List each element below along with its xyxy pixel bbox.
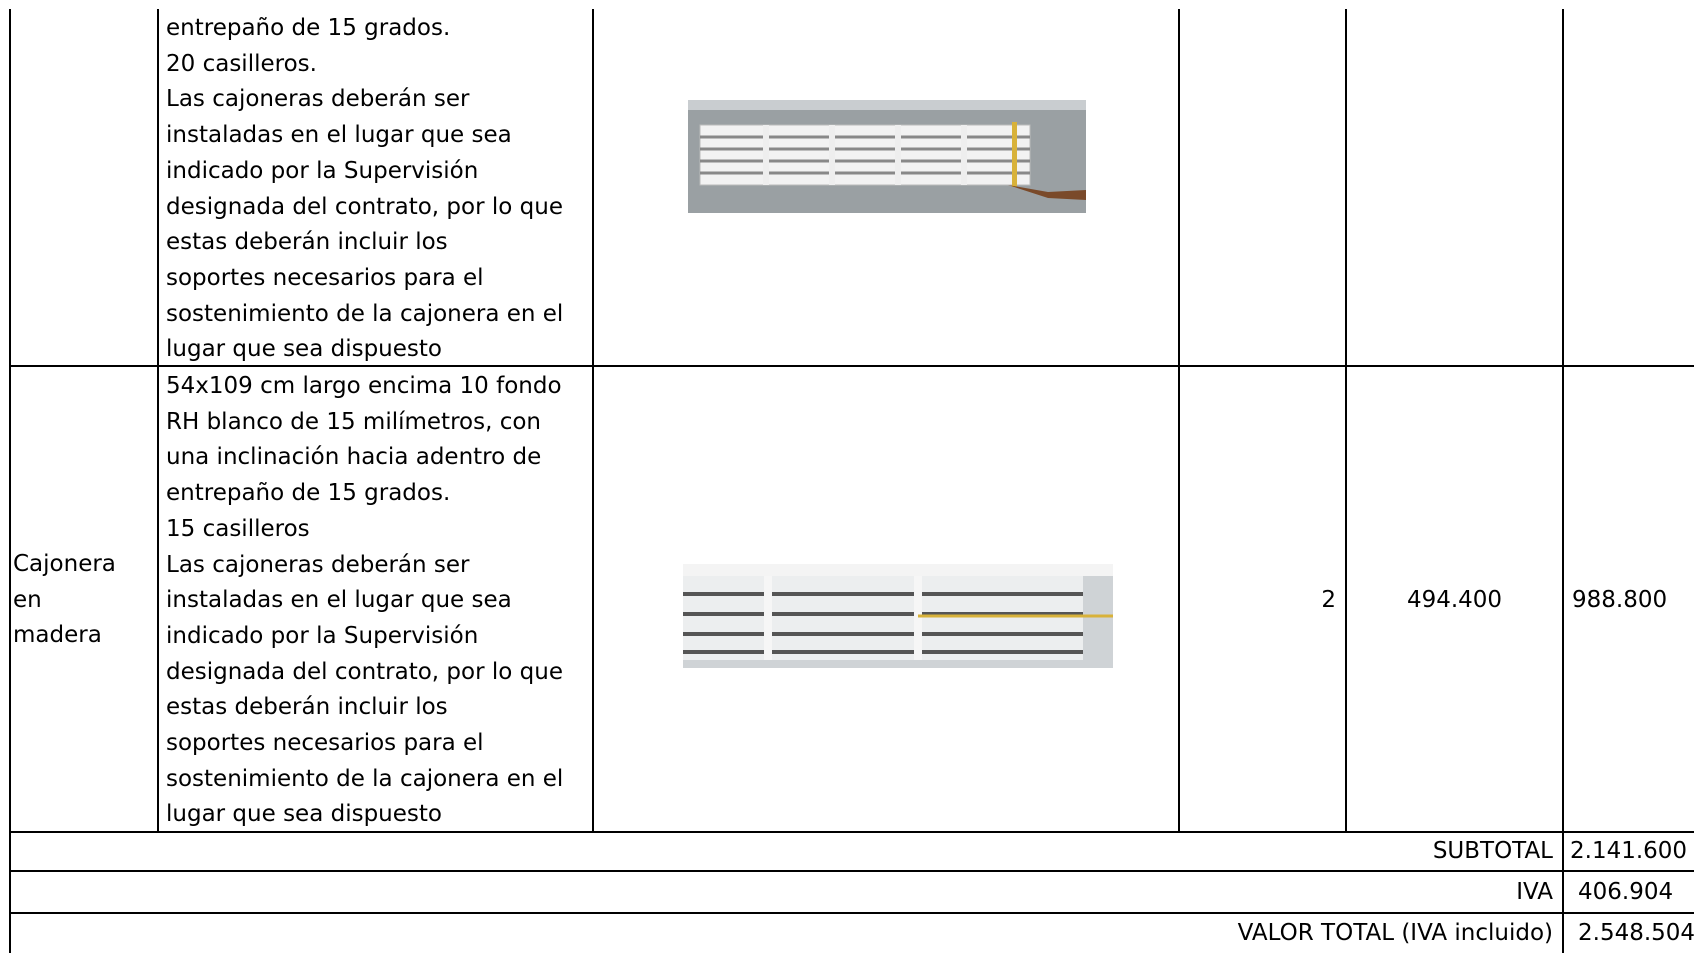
description-line: RH blanco de 15 milímetros, con xyxy=(166,408,541,435)
description-line: indicado por la Supervisión xyxy=(166,622,479,649)
description-line: sostenimiento de la cajonera en el xyxy=(166,765,564,792)
description-line: entrepaño de 15 grados. xyxy=(166,480,451,507)
description-line: entrepaño de 15 grados. xyxy=(166,15,451,41)
quantity: 2 xyxy=(1321,587,1336,613)
description-line: lugar que sea dispuesto xyxy=(166,801,442,828)
description-line: lugar que sea dispuesto xyxy=(166,336,442,363)
border xyxy=(592,9,594,832)
description-line: instaladas en el lugar que sea xyxy=(166,122,512,149)
product-image xyxy=(688,100,1086,213)
border xyxy=(9,9,11,953)
border xyxy=(9,365,1694,367)
summary-value: 2.548.504 xyxy=(1578,920,1694,946)
description-line: 54x109 cm largo encima 10 fondo xyxy=(166,373,562,399)
summary-value: 406.904 xyxy=(1578,879,1674,905)
description-line: instaladas en el lugar que sea xyxy=(166,587,512,614)
item-name: Cajonera xyxy=(13,551,116,577)
border xyxy=(157,9,159,832)
description-line: estas deberán incluir los xyxy=(166,694,448,721)
border xyxy=(1345,9,1347,832)
summary-label: SUBTOTAL xyxy=(1432,838,1553,864)
description-line: una inclinación hacia adentro de xyxy=(166,444,542,471)
border xyxy=(9,831,1694,833)
total: 988.800 xyxy=(1572,587,1668,613)
description-line: Las cajoneras deberán ser xyxy=(166,551,470,578)
summary-label: IVA xyxy=(1516,879,1553,905)
item-name: en xyxy=(13,586,42,613)
description-line: soportes necesarios para el xyxy=(166,264,484,291)
description-line: indicado por la Supervisión xyxy=(166,157,479,184)
border xyxy=(9,870,1694,872)
item-name: madera xyxy=(13,622,102,649)
description-line: soportes necesarios para el xyxy=(166,730,484,756)
summary-value: 2.141.600 xyxy=(1570,838,1688,864)
description-line: estas deberán incluir los xyxy=(166,229,448,256)
summary-label: VALOR TOTAL (IVA incluido) xyxy=(1237,920,1553,946)
description-line: designada del contrato, por lo que xyxy=(166,658,563,685)
border xyxy=(1178,9,1180,832)
description-line: sostenimiento de la cajonera en el xyxy=(166,300,564,327)
border xyxy=(9,912,1694,914)
description-line: designada del contrato, por lo que xyxy=(166,193,563,220)
description-line: Las cajoneras deberán ser xyxy=(166,86,470,113)
description-line: 15 casilleros xyxy=(166,515,310,542)
product-image xyxy=(683,564,1113,668)
description-line: 20 casilleros. xyxy=(166,50,317,77)
unit-price: 494.400 xyxy=(1406,587,1503,613)
border xyxy=(1562,9,1564,953)
